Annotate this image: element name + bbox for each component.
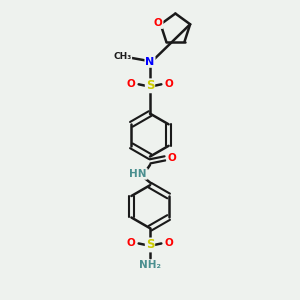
Text: O: O bbox=[167, 153, 176, 163]
Text: NH₂: NH₂ bbox=[139, 260, 161, 270]
Text: S: S bbox=[146, 238, 154, 251]
Text: O: O bbox=[127, 238, 135, 248]
Text: N: N bbox=[146, 57, 154, 67]
Text: O: O bbox=[127, 79, 135, 89]
Text: S: S bbox=[146, 79, 154, 92]
Text: CH₃: CH₃ bbox=[113, 52, 131, 61]
Text: O: O bbox=[154, 18, 163, 28]
Text: O: O bbox=[165, 238, 173, 248]
Text: HN: HN bbox=[129, 169, 147, 179]
Text: O: O bbox=[165, 79, 173, 89]
